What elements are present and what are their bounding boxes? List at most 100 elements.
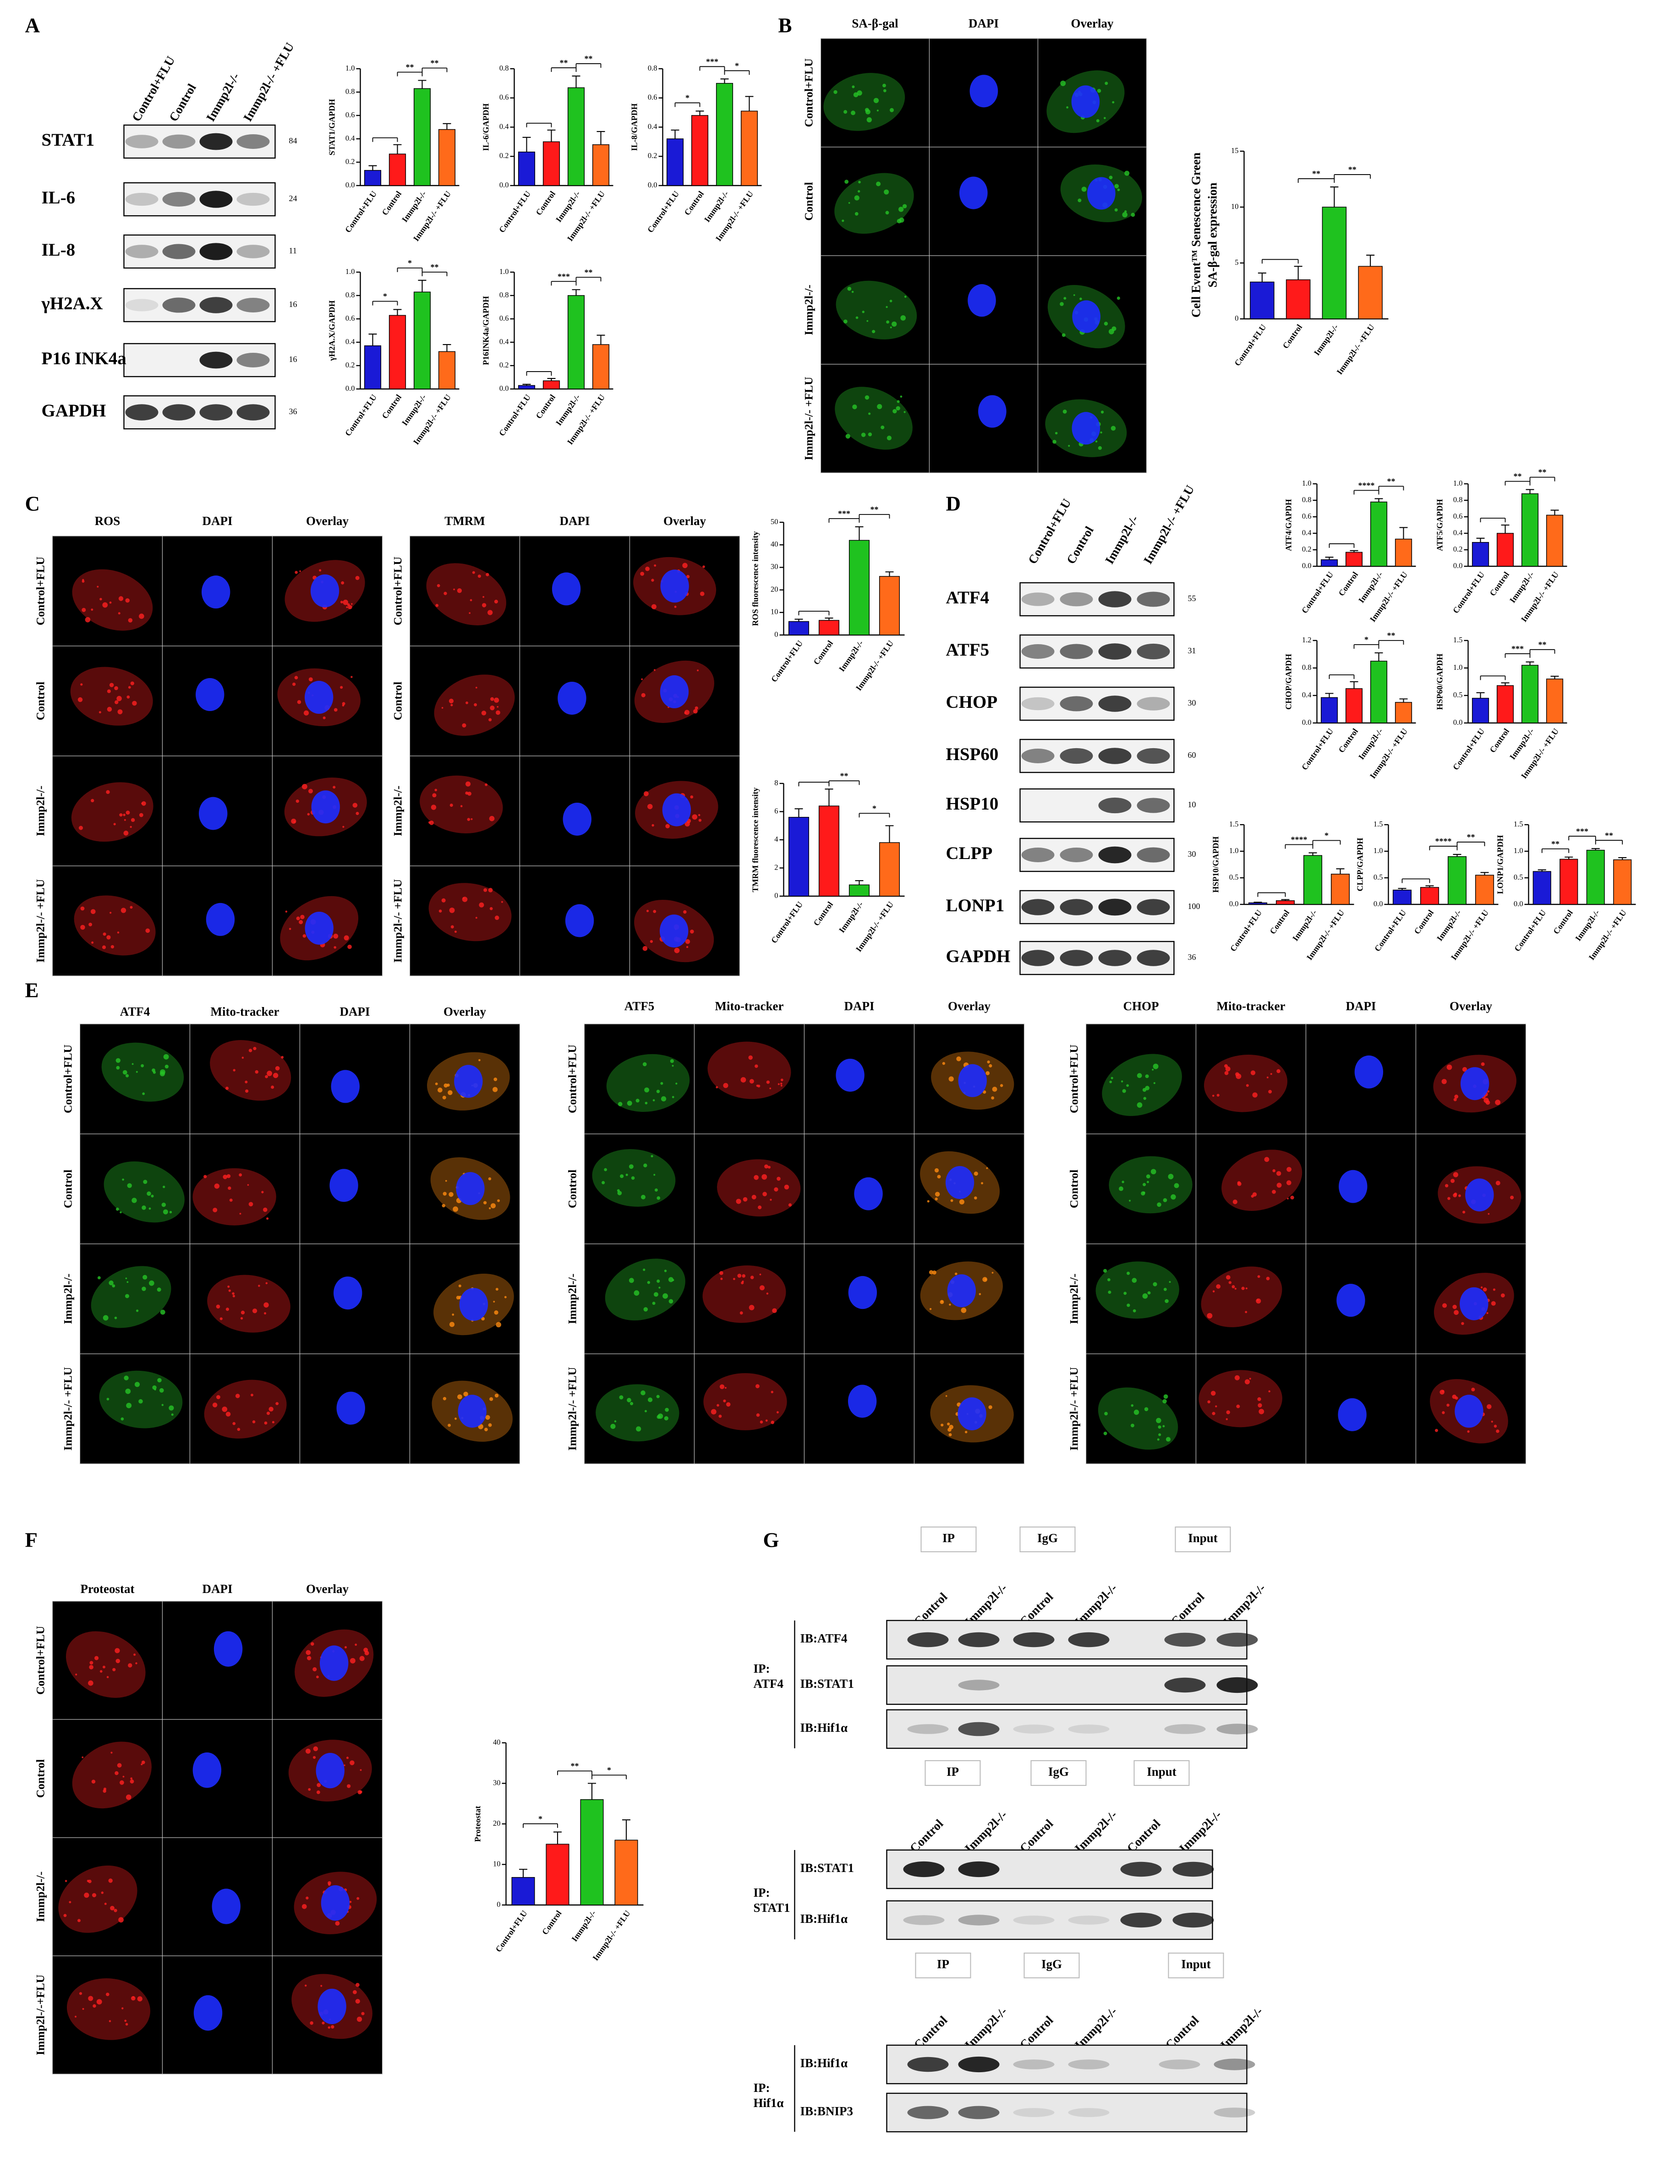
signal-puncta: [449, 1322, 455, 1327]
signal-puncta: [1226, 1410, 1230, 1414]
signal-puncta: [145, 928, 150, 933]
signal-puncta: [654, 1188, 658, 1192]
error-bar: [1550, 675, 1559, 679]
significance-label: *: [685, 93, 690, 103]
significance-label: *: [872, 804, 876, 813]
signal-puncta: [289, 928, 291, 930]
bar: [438, 129, 456, 186]
signal-puncta: [310, 2021, 313, 2025]
signal-puncta: [488, 887, 493, 892]
signal-puncta: [1272, 1190, 1276, 1194]
signal-puncta: [245, 1089, 249, 1093]
signal-puncta: [449, 698, 454, 704]
cell-signal: [1095, 1261, 1179, 1319]
kda-marker: 16: [289, 300, 297, 309]
signal-puncta: [441, 707, 443, 709]
y-tick-label: 0.0: [499, 384, 509, 393]
signal-puncta: [629, 1278, 634, 1283]
band: [236, 134, 270, 149]
y-tick-label: 0.6: [345, 314, 355, 323]
signal-puncta: [241, 1056, 244, 1059]
error-bar: [1350, 681, 1358, 689]
signal-puncta: [848, 202, 850, 204]
signal-puncta: [1455, 1396, 1458, 1400]
bar: [848, 540, 870, 635]
cell-signal: [823, 73, 905, 131]
bar: [1395, 702, 1412, 723]
signal-puncta: [496, 1322, 502, 1328]
signal-puncta: [99, 711, 101, 714]
cell-signal: [1102, 1054, 1182, 1116]
significance-label: ****: [1358, 481, 1375, 490]
signal-puncta: [122, 1070, 127, 1075]
nucleus: [192, 1752, 222, 1788]
signal-puncta: [1268, 1390, 1270, 1393]
signal-puncta: [299, 570, 301, 572]
signal-puncta: [897, 400, 900, 403]
row-label: Immp2l-/-: [802, 285, 815, 335]
blot-label: LONP1: [946, 896, 1005, 915]
y-tick-label: 1.0: [1302, 479, 1312, 487]
signal-puncta: [97, 1276, 101, 1280]
signal-puncta: [490, 697, 494, 701]
signal-puncta: [653, 669, 656, 671]
signal-puncta: [1225, 1066, 1231, 1072]
significance-label: **: [571, 1762, 579, 1771]
signal-puncta: [619, 1395, 624, 1400]
signal-puncta: [442, 1095, 446, 1100]
signal-puncta: [861, 432, 866, 437]
signal-puncta: [432, 793, 437, 798]
blot-label: HSP10: [946, 794, 999, 814]
signal-puncta: [223, 1174, 228, 1179]
band: [1164, 1677, 1206, 1693]
error-bar: [1374, 498, 1383, 502]
signal-puncta: [1108, 1290, 1111, 1294]
nucleus: [1336, 1284, 1365, 1317]
signal-puncta: [1237, 1182, 1242, 1186]
micrograph: [409, 646, 520, 756]
header-box: [1023, 1952, 1080, 1979]
signal-puncta: [137, 1996, 142, 2002]
signal-puncta: [356, 2016, 362, 2022]
signal-puncta: [350, 676, 353, 678]
signal-puncta: [84, 1892, 89, 1898]
signal-puncta: [1467, 1430, 1470, 1433]
y-axis-label: LONP1/GAPDH: [1496, 835, 1505, 894]
signal-puncta: [75, 1673, 77, 1676]
ip-label: IP:: [754, 2081, 770, 2095]
signal-puncta: [348, 605, 352, 609]
signal-puncta: [1246, 1084, 1249, 1087]
y-tick-label: 0.2: [499, 361, 509, 369]
micrograph: [820, 38, 930, 148]
signal-puncta: [1130, 1423, 1134, 1428]
signal-puncta: [866, 320, 869, 322]
signal-puncta: [1207, 1400, 1210, 1404]
band: [1013, 2108, 1055, 2117]
signal-puncta: [275, 1402, 279, 1406]
y-tick-label: 1.0: [1229, 846, 1239, 855]
row-label: Control: [391, 682, 404, 721]
band: [958, 2106, 1000, 2119]
error-bar: [1294, 266, 1302, 280]
bar: [438, 351, 456, 389]
micrograph: [694, 1353, 805, 1464]
signal-puncta: [127, 1183, 132, 1188]
nucleus: [848, 1276, 877, 1309]
bar: [1475, 875, 1494, 905]
panel-letter: A: [25, 14, 40, 37]
signal-puncta: [620, 1174, 624, 1178]
micrograph: [52, 1837, 163, 1956]
header-label: IP: [947, 1765, 959, 1779]
signal-puncta: [342, 704, 345, 707]
cell-signal: [596, 1384, 679, 1442]
cell-signal: [420, 775, 503, 834]
signal-puncta: [109, 2020, 111, 2022]
signal-puncta: [322, 2021, 325, 2025]
signal-puncta: [784, 1184, 789, 1190]
signal-puncta: [128, 1663, 132, 1668]
signal-puncta: [686, 575, 690, 579]
signal-puncta: [142, 1092, 145, 1095]
y-tick-label: 0.8: [345, 290, 355, 299]
error-bar: [855, 880, 864, 885]
signal-puncta: [636, 1426, 641, 1432]
